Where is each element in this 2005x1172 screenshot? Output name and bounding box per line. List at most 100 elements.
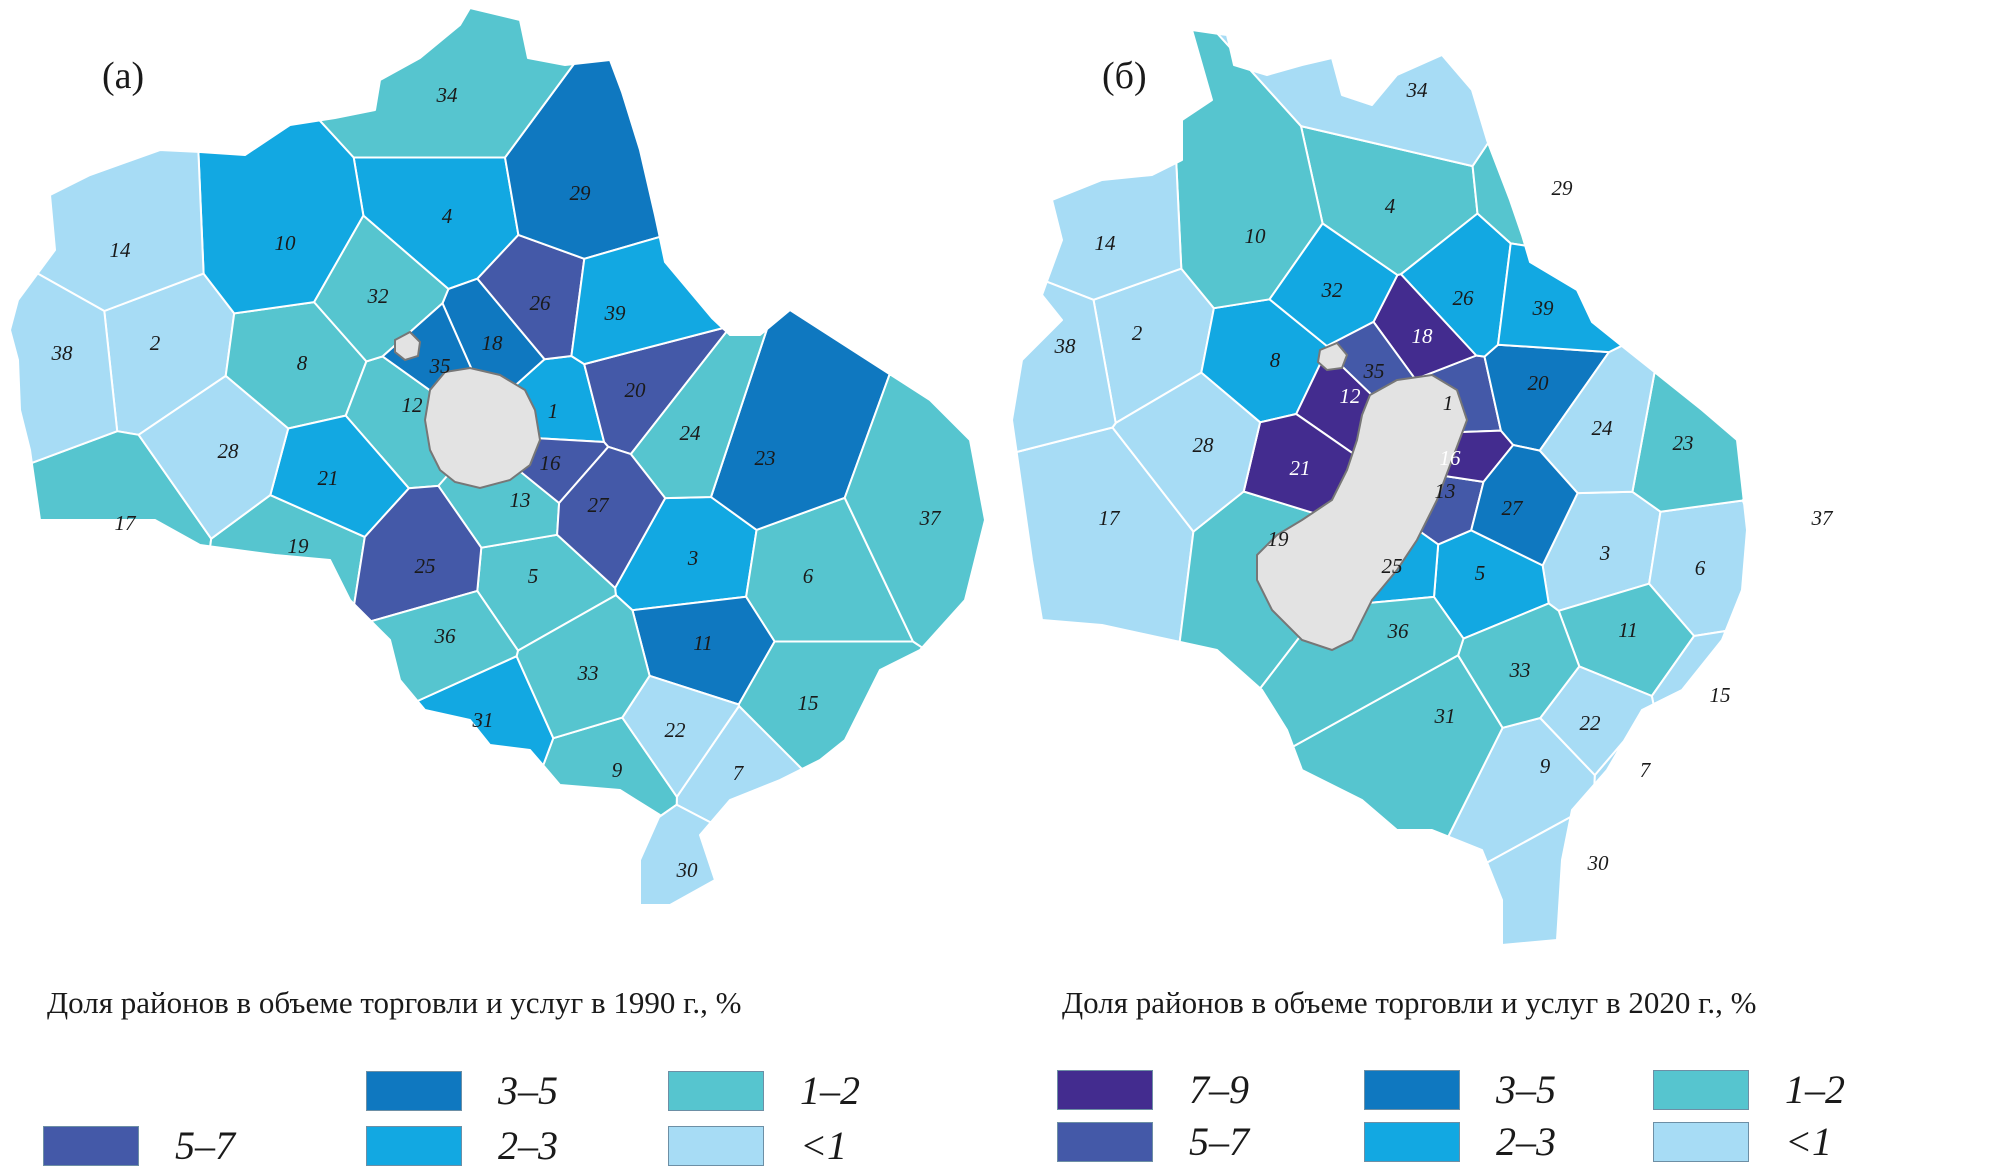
district-label-8: 8 <box>1270 348 1281 372</box>
district-label-21: 21 <box>1290 456 1311 480</box>
district-27 <box>1470 444 1579 567</box>
district-34 <box>318 7 575 159</box>
district-label-11: 11 <box>693 631 712 655</box>
district-label-7: 7 <box>733 761 745 785</box>
district-label-26: 26 <box>1453 286 1475 310</box>
legend-label: 2–3 <box>498 1123 558 1168</box>
district-label-18: 18 <box>1412 324 1434 348</box>
district-27 <box>556 445 667 589</box>
district-label-18: 18 <box>482 331 504 355</box>
panel-label-b: (б) <box>1102 55 1147 97</box>
legend-label: 5–7 <box>1189 1119 1249 1164</box>
district-label-14: 14 <box>1095 231 1117 255</box>
legend-item-1-2: 1–2 <box>1653 1066 1845 1113</box>
district-label-30: 30 <box>1587 851 1610 875</box>
district-label-1: 1 <box>1443 391 1454 415</box>
legend-item-7-9: 7–9 <box>1057 1066 1249 1113</box>
district-label-27: 27 <box>588 493 611 517</box>
district-label-13: 13 <box>1435 479 1456 503</box>
legend-swatch <box>1057 1069 1153 1110</box>
district-label-5: 5 <box>1475 561 1486 585</box>
district-28 <box>137 374 290 540</box>
district-39 <box>570 235 732 366</box>
district-regions <box>9 7 986 906</box>
district-label-17: 17 <box>1099 506 1122 530</box>
district-label-34: 34 <box>1406 78 1429 102</box>
legend-item-3-5: 3–5 <box>366 1067 558 1114</box>
district-label-32: 32 <box>367 284 390 308</box>
district-label-11: 11 <box>1618 618 1637 642</box>
district-29 <box>504 59 661 260</box>
district-label-23: 23 <box>1673 431 1694 455</box>
district-24 <box>1538 344 1656 495</box>
legend-label: 3–5 <box>1496 1067 1556 1112</box>
district-label-6: 6 <box>803 564 814 588</box>
map-panel-1990: 1 2 3 4 5 6 7 8 9 10 11 12 13 14 15 16 17 18 19 20 21 22 23 24 2… <box>0 0 1002 1172</box>
district-label-4: 4 <box>442 204 453 228</box>
legend-item-lt1: <1 <box>1653 1118 1832 1165</box>
district-label-20: 20 <box>1528 371 1550 395</box>
district-label-2: 2 <box>150 331 161 355</box>
district-label-9: 9 <box>612 758 623 782</box>
district-37 <box>843 373 986 649</box>
legend-item-2-3: 2–3 <box>366 1122 558 1169</box>
district-label-3: 3 <box>1599 541 1611 565</box>
district-label-35: 35 <box>429 354 451 378</box>
district-30 <box>1486 816 1572 946</box>
district-label-21: 21 <box>318 466 339 490</box>
legend-item-1-2: 1–2 <box>668 1067 860 1114</box>
district-label-16: 16 <box>1440 446 1462 470</box>
district-label-25: 25 <box>415 554 436 578</box>
map-panel-2020: 1 2 3 4 5 6 7 8 9 10 11 12 13 14 15 16 17 18 19 20 21 22 23 24 2… <box>1002 0 2005 1172</box>
district-33 <box>515 594 651 740</box>
district-label-20: 20 <box>625 378 647 402</box>
district-label-38: 38 <box>1054 334 1077 358</box>
district-label-33: 33 <box>1509 658 1531 682</box>
district-label-17: 17 <box>115 511 138 535</box>
moscow-city-area <box>1256 373 1469 652</box>
moscow-city-area <box>423 366 542 490</box>
legend-item-5-7: 5–7 <box>1057 1118 1249 1165</box>
district-14 <box>36 149 205 312</box>
district-label-23: 23 <box>755 446 776 470</box>
district-34 <box>1216 32 1490 168</box>
legend-swatch <box>366 1070 462 1111</box>
legend-label: <1 <box>1785 1119 1832 1164</box>
legend-swatch <box>43 1125 139 1166</box>
legend-label: 1–2 <box>1785 1067 1845 1112</box>
district-label-12: 12 <box>402 393 424 417</box>
district-label-10: 10 <box>275 231 297 255</box>
legend-label: 2–3 <box>1496 1119 1556 1164</box>
district-label-3: 3 <box>687 546 699 570</box>
district-label-36: 36 <box>1387 619 1410 643</box>
legend-label: 3–5 <box>498 1068 558 1113</box>
legend-swatch <box>366 1125 462 1166</box>
district-25 <box>353 484 483 623</box>
legend-item-lt1: <1 <box>668 1122 847 1169</box>
moscow-enclave <box>1316 341 1349 372</box>
district-label-28: 28 <box>1193 433 1215 457</box>
district-36 <box>370 589 519 702</box>
legend-item-3-5: 3–5 <box>1364 1066 1556 1113</box>
district-label-34: 34 <box>436 83 459 107</box>
district-label-6: 6 <box>1695 556 1706 580</box>
district-label-36: 36 <box>434 624 457 648</box>
district-label-22: 22 <box>1580 711 1602 735</box>
district-label-2: 2 <box>1132 321 1143 345</box>
district-label-14: 14 <box>110 238 132 262</box>
legend-swatch <box>1057 1121 1153 1162</box>
district-label-30: 30 <box>676 858 699 882</box>
district-label-32: 32 <box>1321 278 1344 302</box>
district-37 <box>1741 498 1746 505</box>
district-label-10: 10 <box>1245 224 1267 248</box>
district-label-24: 24 <box>1592 416 1614 440</box>
district-label-13: 13 <box>510 488 531 512</box>
district-label-29: 29 <box>570 181 592 205</box>
district-label-39: 39 <box>604 301 627 325</box>
legend-swatch <box>1653 1121 1749 1162</box>
legend-item-5-7: 5–7 <box>43 1122 235 1169</box>
legend-label: 1–2 <box>800 1068 860 1113</box>
legend-swatch <box>1653 1069 1749 1110</box>
